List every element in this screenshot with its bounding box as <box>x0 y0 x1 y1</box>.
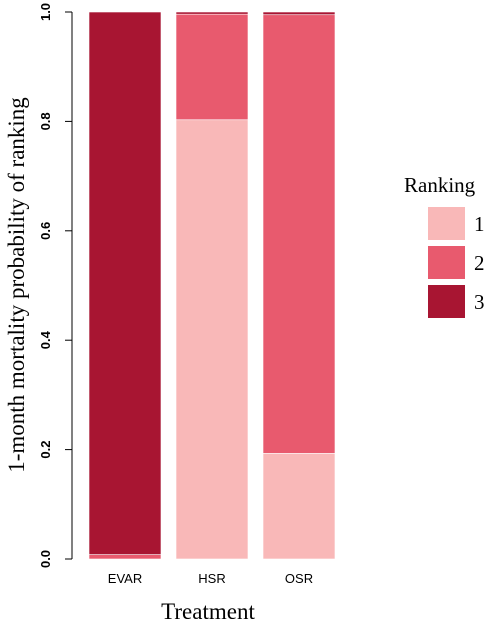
bar-segment-hsr-rank-3 <box>175 11 249 15</box>
bar-segment-osr-rank-2 <box>262 14 336 454</box>
legend-label-rank-2: 2 <box>474 251 485 275</box>
x-tick-label: EVAR <box>108 571 142 586</box>
y-tick-label: 0.4 <box>38 330 53 349</box>
legend-label-rank-3: 3 <box>474 290 485 314</box>
x-tick-label: HSR <box>198 571 225 586</box>
legend-swatch-rank-3 <box>428 285 465 318</box>
x-tick-label: OSR <box>285 571 313 586</box>
y-ticks: 0.0 0.2 0.4 0.6 0.8 1.0 <box>38 3 72 568</box>
x-axis-label: Treatment <box>161 599 255 624</box>
legend-items: 1 2 3 <box>428 207 485 318</box>
bar-segment-hsr-rank-1 <box>175 119 249 560</box>
y-tick-label: 1.0 <box>38 3 53 21</box>
legend-title: Ranking <box>404 173 476 197</box>
legend-swatch-rank-2 <box>428 246 465 279</box>
bar-segment-evar-rank-3 <box>88 11 162 555</box>
legend-label-rank-1: 1 <box>474 212 485 236</box>
y-axis: 0.0 0.2 0.4 0.6 0.8 1.0 <box>38 3 73 568</box>
y-tick-label: 0.8 <box>38 112 53 130</box>
y-tick-label: 0.0 <box>38 550 53 568</box>
bar-segment-hsr-rank-2 <box>175 13 249 121</box>
legend-swatch-rank-1 <box>428 207 465 240</box>
bars-layer <box>88 11 336 560</box>
bar-segment-evar-rank-2 <box>88 554 162 560</box>
y-tick-label: 0.2 <box>38 441 53 459</box>
bar-segment-osr-rank-1 <box>262 453 336 560</box>
y-axis-label: 1-month mortality probability of ranking <box>4 97 29 473</box>
legend: Ranking 1 2 3 <box>404 173 485 318</box>
bar-segment-osr-rank-3 <box>262 11 336 16</box>
y-tick-label: 0.6 <box>38 222 53 240</box>
x-tick-labels: EVAR HSR OSR <box>108 571 313 586</box>
